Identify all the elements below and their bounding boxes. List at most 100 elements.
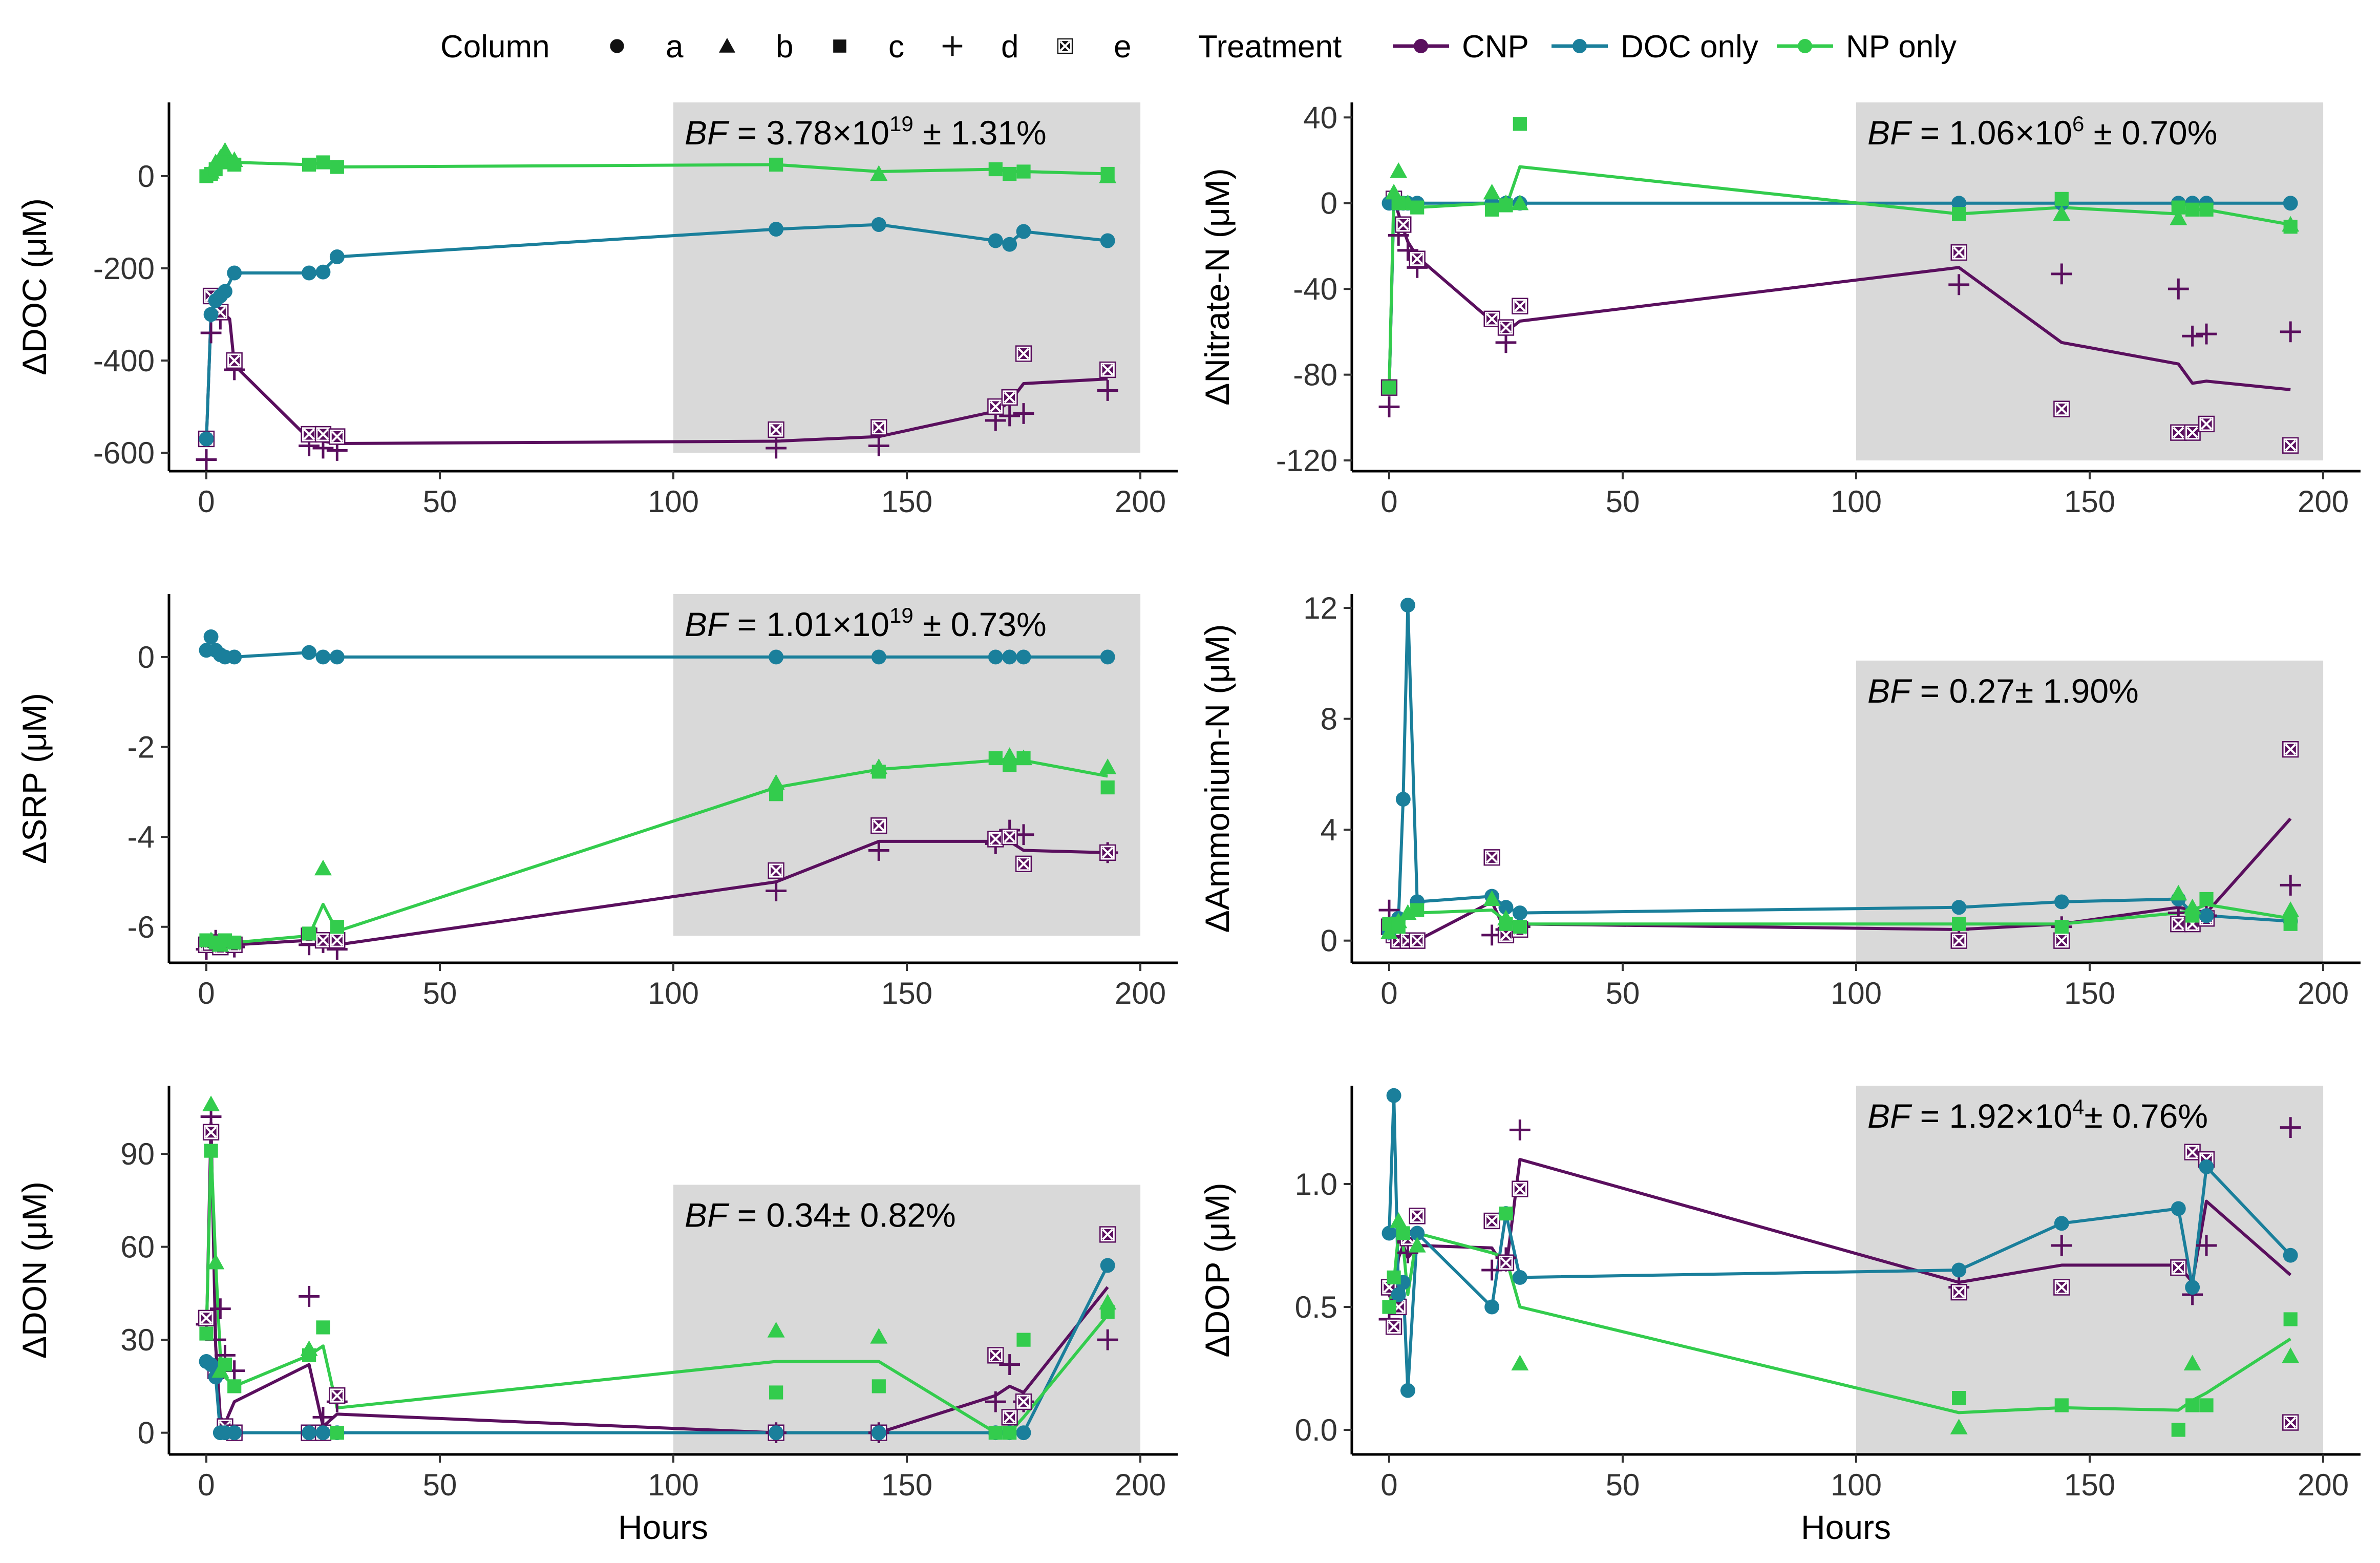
data-point-square — [988, 162, 1003, 177]
data-point-plus — [299, 1286, 320, 1307]
legend-column-label-d: d — [1001, 29, 1018, 65]
panel-4: BF = 0.27± 1.90% 0 50 100 150 200 0 4 8 12 ΔAmmoni… — [1198, 591, 2361, 1010]
data-point-square — [2185, 909, 2200, 923]
data-point-circle — [2171, 1201, 2186, 1216]
legend-column-label-b: b — [776, 29, 793, 65]
data-point-triangle — [2183, 1355, 2201, 1370]
bf-text: BF = 1.06×106 ± 0.70% — [1867, 112, 2217, 152]
data-point-triangle — [1483, 183, 1501, 200]
data-point-triangle — [1511, 194, 1529, 210]
data-point-square — [1003, 166, 1017, 181]
bf-annotation: BF = 0.34± 0.82% — [673, 1185, 1141, 1247]
x-tick-label: 200 — [2298, 484, 2349, 519]
data-point-square — [1003, 758, 1017, 772]
x-tick-label: 0 — [198, 976, 215, 1010]
data-point-circle — [1951, 196, 1967, 211]
data-point-circle — [227, 265, 242, 281]
bf-prefix: BF — [1867, 1097, 1913, 1135]
data-point-square — [316, 1320, 330, 1335]
y-tick-label: 0 — [138, 640, 155, 674]
data-point-square — [218, 1357, 232, 1372]
y-tick-label: 0 — [1321, 186, 1337, 221]
data-point-plus — [868, 435, 889, 456]
data-point-square — [204, 1144, 218, 1158]
legend-column-label-e: e — [1114, 29, 1131, 65]
data-point-plus — [2051, 263, 2072, 285]
y-tick-label: -4 — [128, 820, 155, 854]
data-point-square — [1382, 381, 1396, 395]
data-point-boxed-x — [1409, 932, 1426, 949]
x-tick-label: 150 — [2064, 1468, 2115, 1502]
y-tick-label: 0 — [1321, 924, 1337, 958]
data-point-plus — [766, 880, 787, 901]
data-point-plus — [196, 449, 217, 470]
data-point-circle — [2199, 1159, 2214, 1174]
data-point-circle — [871, 649, 886, 665]
data-point-boxed-x — [768, 421, 784, 438]
x-tick-label: 100 — [648, 976, 699, 1010]
data-point-square — [1100, 1305, 1115, 1319]
data-point-circle — [1484, 1299, 1500, 1315]
data-point-boxed-x — [2053, 1279, 2070, 1296]
x-tick-label: 200 — [1115, 976, 1166, 1010]
data-point-boxed-x — [2198, 415, 2215, 433]
x-tick-label: 150 — [881, 484, 932, 519]
bf-suffix: ± 0.76% — [2084, 1097, 2208, 1135]
data-point-circle — [315, 649, 331, 665]
data-point-circle — [329, 649, 345, 665]
data-point-plus — [1948, 274, 1970, 295]
legend: Column a b c d e Treatment CNP DOC only NP onl… — [440, 29, 1957, 65]
data-point-boxed-x — [870, 817, 887, 834]
data-point-circle — [329, 249, 345, 264]
data-point-boxed-x — [1950, 932, 1967, 949]
x-tick-label: 50 — [423, 484, 457, 519]
x-tick-label: 150 — [881, 1468, 932, 1502]
data-point-boxed-x — [1099, 361, 1116, 378]
data-point-circle — [1400, 598, 1415, 613]
data-point-boxed-x — [987, 1347, 1004, 1364]
data-point-square — [2054, 192, 2069, 206]
data-point-boxed-x — [1099, 1226, 1116, 1243]
y-tick-label: -6 — [128, 910, 155, 944]
plot-area — [196, 629, 1118, 960]
data-point-circle — [217, 284, 232, 299]
y-tick-label: -2 — [128, 730, 155, 765]
data-point-boxed-x — [987, 831, 1004, 848]
x-tick-label: 0 — [1380, 976, 1397, 1010]
y-tick-label: 0.0 — [1295, 1413, 1337, 1447]
data-point-square — [2054, 1398, 2069, 1412]
data-point-boxed-x — [329, 428, 346, 445]
data-point-triangle — [2170, 884, 2187, 901]
plot-area — [1378, 598, 2301, 949]
data-point-circle — [302, 265, 317, 281]
bf-text: BF = 1.92×104± 0.76% — [1867, 1095, 2208, 1135]
data-point-boxed-x — [2184, 1144, 2201, 1160]
data-point-triangle — [1380, 923, 1398, 940]
data-point-circle — [1016, 224, 1031, 239]
data-point-circle — [1951, 1262, 1967, 1278]
data-point-plus — [1097, 1329, 1118, 1350]
bf-prefix: BF — [1867, 672, 1913, 710]
data-point-square — [227, 935, 242, 950]
plot-area — [1378, 1088, 2301, 1437]
bf-value: = 3.78×10 — [728, 114, 889, 152]
x-tick-label: 50 — [1606, 484, 1640, 519]
y-tick-label: 12 — [1303, 591, 1337, 625]
data-point-circle — [2054, 894, 2069, 910]
data-point-triangle — [2282, 1347, 2300, 1363]
data-point-square — [199, 1326, 214, 1341]
data-point-square — [1952, 207, 1966, 221]
x-tick-label: 0 — [198, 1468, 215, 1502]
data-point-circle — [2283, 1248, 2298, 1263]
data-point-square — [1513, 117, 1527, 131]
data-point-square — [2283, 1312, 2298, 1326]
data-point-boxed-x — [1099, 844, 1116, 861]
data-point-square — [1100, 166, 1115, 181]
x-tick-label: 50 — [423, 1468, 457, 1502]
plot-area — [196, 142, 1118, 470]
y-tick-label: 0 — [138, 1416, 155, 1450]
panel-2: BF = 1.06×106 ± 0.70% 0 50 100 150 200 -120 -80… — [1198, 100, 2361, 519]
data-point-boxed-x — [2282, 1414, 2299, 1431]
y-axis-label: ΔDOP (μM) — [1198, 1182, 1236, 1357]
data-point-plus — [2280, 875, 2301, 896]
